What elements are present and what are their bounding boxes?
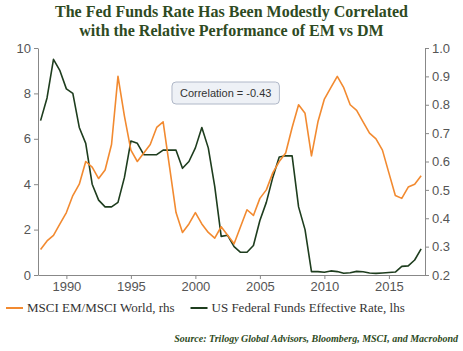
tick: 0.4 bbox=[425, 211, 450, 226]
legend-swatch bbox=[191, 307, 208, 309]
tick: 2 bbox=[24, 222, 38, 237]
title: with the Relative Performance of EM vs D… bbox=[79, 22, 383, 39]
tick-mark bbox=[425, 162, 429, 163]
tick: 2005 bbox=[246, 275, 275, 294]
tick-mark bbox=[425, 76, 429, 77]
y-axis-line bbox=[38, 49, 39, 276]
tick-label: 10 bbox=[17, 41, 31, 56]
tick-mark bbox=[425, 275, 429, 276]
tick: 2000 bbox=[181, 275, 210, 294]
tick-mark bbox=[34, 93, 38, 94]
tick-label: 0.7 bbox=[432, 126, 450, 141]
y-axis: 0 2 4 6 8 10 bbox=[17, 41, 39, 283]
tick: 6 bbox=[24, 131, 38, 146]
tick-label: 1995 bbox=[117, 279, 146, 294]
tick-label: 2000 bbox=[181, 279, 210, 294]
series-line bbox=[41, 59, 422, 273]
tick-mark bbox=[34, 184, 38, 185]
tick: 0.2 bbox=[425, 268, 450, 283]
tick: 2010 bbox=[310, 275, 339, 294]
tick: 0.9 bbox=[425, 69, 450, 84]
tick: 10 bbox=[17, 41, 38, 56]
annotation-text: Correlation = -0.43 bbox=[180, 87, 271, 99]
tick-mark bbox=[425, 247, 429, 248]
tick: 2015 bbox=[375, 275, 404, 294]
tick-label: 2 bbox=[24, 222, 31, 237]
tick: 0.6 bbox=[425, 154, 450, 169]
tick-label: 1990 bbox=[52, 279, 81, 294]
tick-mark bbox=[34, 230, 38, 231]
tick: 0.5 bbox=[425, 183, 450, 198]
tick-mark bbox=[34, 139, 38, 140]
plot-area bbox=[41, 59, 422, 273]
tick-mark bbox=[425, 133, 429, 134]
tick-label: 1.0 bbox=[432, 41, 450, 56]
tick: 0.8 bbox=[425, 97, 450, 112]
tick-label: 0.4 bbox=[432, 211, 450, 226]
tick-label: 0.6 bbox=[432, 154, 450, 169]
source: Source: Trilogy Global Advisors, Bloombe… bbox=[174, 333, 459, 344]
x-axis: 1990 1995 2000 2005 2010 2015 bbox=[39, 275, 426, 294]
tick: 0.7 bbox=[425, 126, 450, 141]
legend-label: MSCI EM/MSCI World, rhs bbox=[27, 300, 175, 315]
tick: 0.3 bbox=[425, 239, 450, 254]
tick: 1.0 bbox=[425, 41, 450, 56]
tick-mark bbox=[425, 105, 429, 106]
tick: 1990 bbox=[52, 275, 81, 294]
tick-label: 0 bbox=[24, 268, 31, 283]
chart: The Fed Funds Rate Has Been Modestly Cor… bbox=[0, 0, 463, 351]
tick-mark bbox=[425, 190, 429, 191]
tick-label: 2005 bbox=[246, 279, 275, 294]
legend-swatch bbox=[6, 307, 23, 309]
y2-axis: 0.2 0.3 0.4 0.5 0.6 0.7 0.8 0.9 1.0 bbox=[425, 41, 450, 283]
tick-label: 0.8 bbox=[432, 97, 450, 112]
tick-label: 4 bbox=[24, 177, 31, 192]
tick-label: 0.9 bbox=[432, 69, 450, 84]
x-axis-line bbox=[39, 275, 426, 276]
tick: 4 bbox=[24, 177, 38, 192]
tick-label: 0.3 bbox=[432, 239, 450, 254]
tick-mark bbox=[425, 48, 429, 49]
tick-label: 2015 bbox=[375, 279, 404, 294]
title: The Fed Funds Rate Has Been Modestly Cor… bbox=[55, 3, 408, 21]
legend: MSCI EM/MSCI World, rhs US Federal Funds … bbox=[6, 300, 405, 315]
tick-label: 8 bbox=[24, 86, 31, 101]
annotation-box bbox=[172, 82, 279, 104]
tick-mark bbox=[34, 275, 38, 276]
tick-label: 0.5 bbox=[432, 183, 450, 198]
tick-label: 0.2 bbox=[432, 268, 450, 283]
legend-label: US Federal Funds Effective Rate, lhs bbox=[212, 300, 405, 315]
tick-mark bbox=[425, 218, 429, 219]
tick-label: 6 bbox=[24, 131, 31, 146]
tick-mark bbox=[34, 48, 38, 49]
annotation: Correlation = -0.43 bbox=[172, 82, 279, 104]
series-line bbox=[41, 76, 422, 249]
tick: 8 bbox=[24, 86, 38, 101]
tick-label: 2010 bbox=[310, 279, 339, 294]
tick: 1995 bbox=[117, 275, 146, 294]
tick: 0 bbox=[24, 268, 38, 283]
